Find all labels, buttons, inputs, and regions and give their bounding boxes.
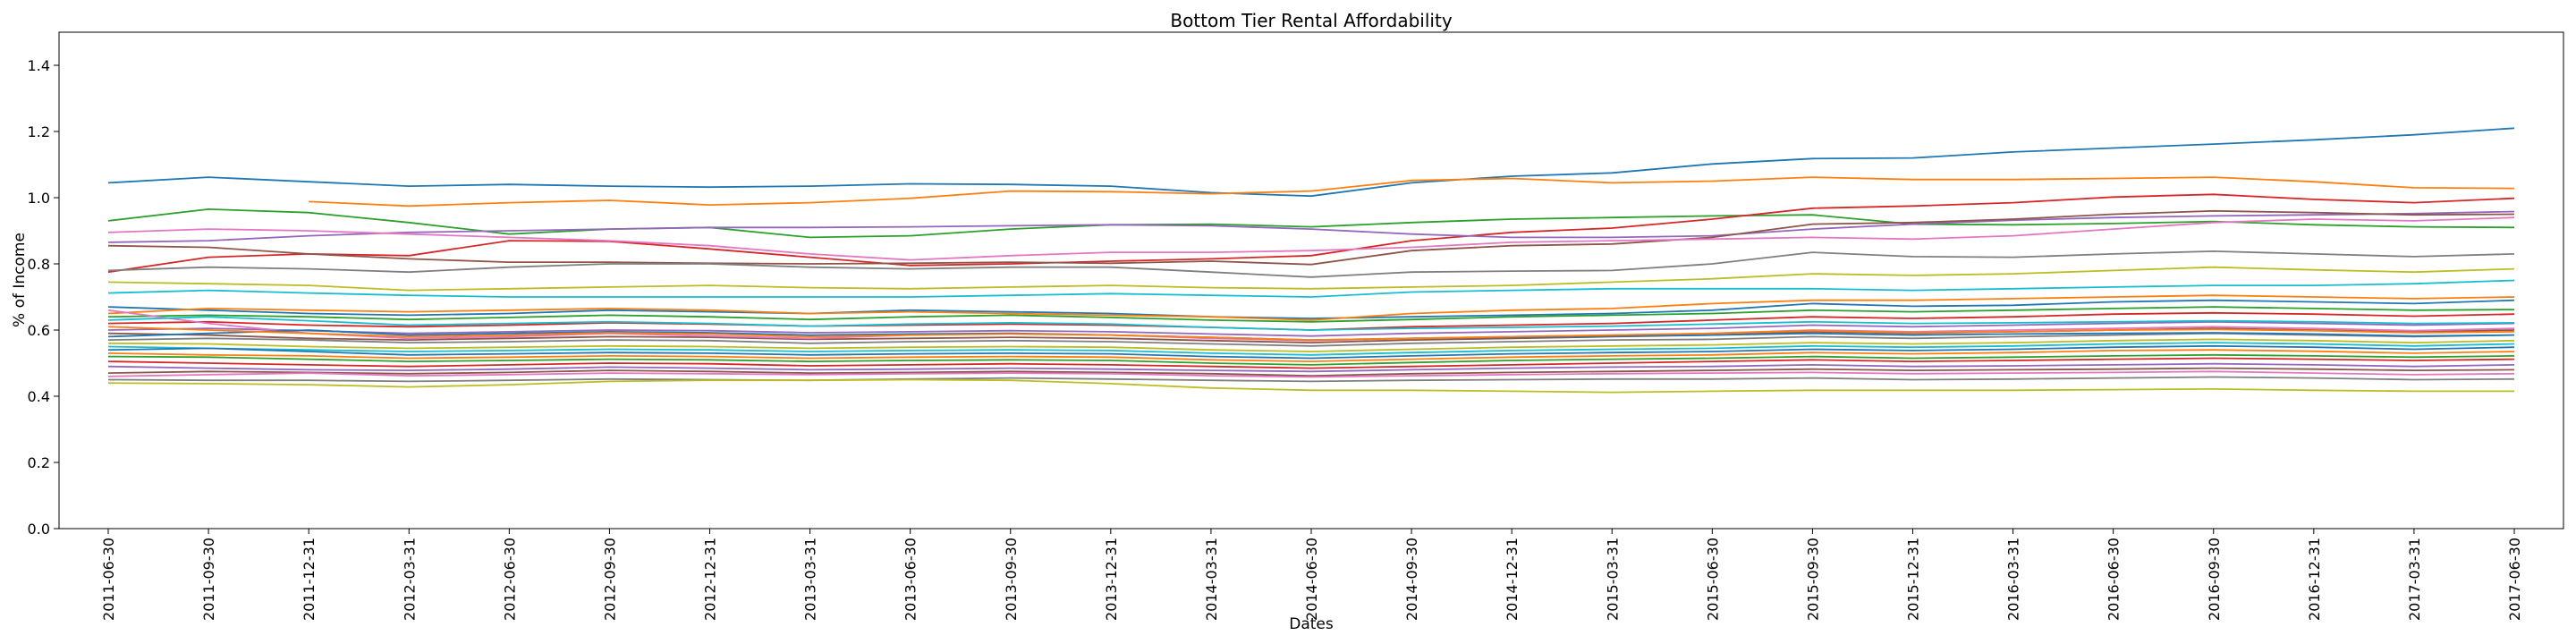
x-axis: 2011-06-30 2011-09-30 2011-12-31 2012-03-31… — [100, 529, 2523, 621]
x-tick-label: 2011-09-30 — [200, 538, 217, 621]
series-line — [107, 344, 2515, 360]
x-tick-label: 2011-06-30 — [100, 538, 117, 621]
x-tick-label: 2016-09-30 — [2206, 538, 2223, 621]
series-line — [107, 378, 2514, 394]
x-tick-label: 2011-12-31 — [301, 538, 318, 621]
x-tick-label: 2014-12-31 — [1504, 538, 1521, 621]
series-line — [107, 250, 2515, 278]
series-line — [107, 342, 2515, 356]
y-tick-label: 1.0 — [28, 190, 50, 207]
series-line — [107, 367, 2515, 377]
x-tick-label: 2014-06-30 — [1303, 538, 1320, 621]
y-tick-label: 0.4 — [28, 388, 50, 405]
x-axis-label: Dates — [1289, 615, 1334, 633]
series-line — [107, 294, 2515, 321]
y-tick-label: 0.8 — [28, 256, 50, 273]
y-tick-label: 0.2 — [28, 454, 50, 471]
series-line — [107, 326, 2515, 341]
y-axis: 0.0 0.2 0.4 0.6 0.8 1.0 1.2 1.4 — [28, 57, 59, 538]
x-tick-label: 2013-03-31 — [802, 538, 819, 621]
x-tick-label: 2014-09-30 — [1403, 538, 1420, 621]
series-line — [309, 176, 2515, 208]
series-line — [107, 320, 2515, 337]
x-tick-label: 2015-12-31 — [1905, 538, 1922, 621]
series-line — [107, 299, 2515, 319]
x-tick-label: 2016-03-31 — [2005, 538, 2022, 621]
y-tick-label: 0.0 — [28, 521, 50, 538]
x-tick-label: 2013-09-30 — [1003, 538, 1020, 621]
y-tick-label: 0.6 — [28, 322, 50, 339]
series-line — [107, 349, 2515, 362]
series-line — [107, 353, 2515, 366]
series-line — [107, 306, 2515, 323]
chart-title: Bottom Tier Rental Affordability — [1170, 10, 1452, 31]
series-line — [107, 316, 2515, 331]
series-line — [107, 376, 2515, 383]
series-line — [107, 210, 2515, 243]
series-line — [107, 266, 2515, 292]
plot-frame — [58, 31, 2564, 530]
series-line — [107, 209, 2515, 266]
x-tick-label: 2016-06-30 — [2106, 538, 2123, 621]
series-line — [107, 332, 2515, 347]
series-line — [107, 370, 2515, 378]
series-line — [107, 216, 2515, 261]
y-tick-label: 1.2 — [28, 123, 50, 140]
y-tick-label: 1.4 — [28, 57, 50, 74]
x-tick-label: 2012-03-31 — [401, 538, 418, 621]
x-tick-label: 2013-12-31 — [1103, 538, 1120, 621]
series-line — [107, 127, 2515, 198]
x-tick-label: 2015-03-31 — [1604, 538, 1621, 621]
x-tick-label: 2017-06-30 — [2506, 538, 2523, 621]
series-line — [107, 362, 2515, 373]
x-tick-label: 2017-03-31 — [2406, 538, 2423, 621]
x-tick-label: 2014-03-31 — [1203, 538, 1220, 621]
x-tick-label: 2015-09-30 — [1804, 538, 1821, 621]
x-tick-label: 2015-06-30 — [1704, 538, 1721, 621]
x-tick-label: 2012-06-30 — [501, 538, 518, 621]
x-tick-label: 2012-12-31 — [702, 538, 719, 621]
series-line — [107, 338, 2515, 352]
series-line — [107, 193, 2515, 274]
series-line — [107, 357, 2515, 369]
series-layer — [107, 127, 2515, 394]
y-axis-label: % of Income — [11, 233, 29, 327]
x-tick-label: 2012-09-30 — [601, 538, 618, 621]
series-line — [107, 208, 2515, 239]
series-line — [107, 279, 2515, 298]
x-tick-label: 2013-06-30 — [902, 538, 919, 621]
x-tick-label: 2016-12-31 — [2306, 538, 2323, 621]
